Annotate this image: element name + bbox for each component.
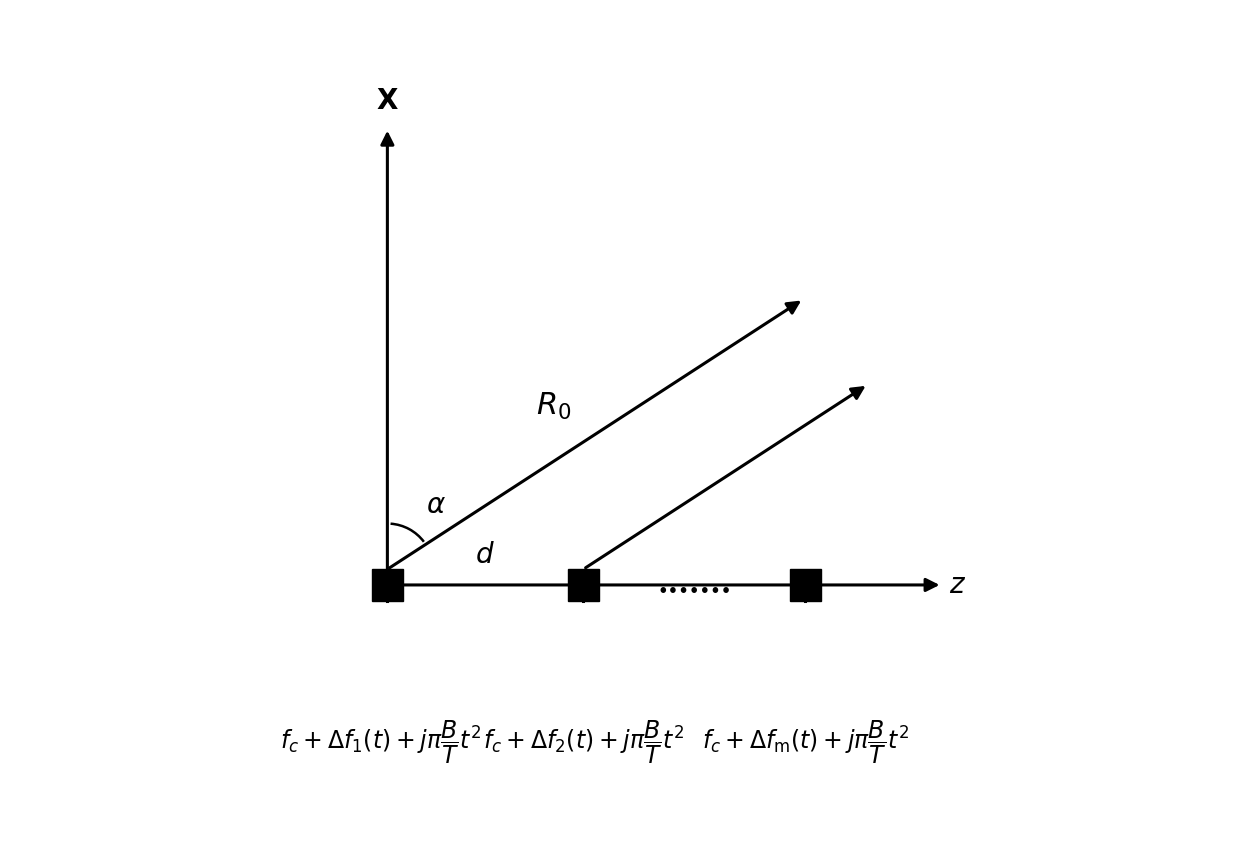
Text: $f_c+\Delta f_{\mathrm{m}}(t)+j\pi\dfrac{B}{T}t^2$: $f_c+\Delta f_{\mathrm{m}}(t)+j\pi\dfrac… — [702, 719, 909, 767]
Text: $d$: $d$ — [475, 541, 495, 569]
Bar — [790, 569, 821, 600]
Bar — [372, 569, 403, 600]
Bar — [568, 569, 599, 600]
Text: $\alpha$: $\alpha$ — [425, 491, 445, 519]
Text: $f_c+\Delta f_1(t)+j\pi\dfrac{B}{T}t^2$: $f_c+\Delta f_1(t)+j\pi\dfrac{B}{T}t^2$ — [280, 719, 481, 767]
Text: z: z — [949, 571, 963, 599]
Text: $R_0$: $R_0$ — [536, 391, 572, 422]
Text: X: X — [377, 86, 398, 114]
Text: $f_c+\Delta f_2(t)+j\pi\dfrac{B}{T}t^2$: $f_c+\Delta f_2(t)+j\pi\dfrac{B}{T}t^2$ — [482, 719, 684, 767]
Text: .......: ....... — [657, 570, 732, 600]
